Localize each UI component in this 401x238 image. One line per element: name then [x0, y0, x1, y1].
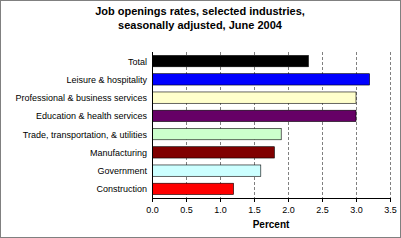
category-label: Trade, transportation, & utilities — [23, 130, 148, 140]
x-axis-label: Percent — [253, 219, 290, 230]
category-label: Government — [97, 166, 147, 176]
chart: Job openings rates, selected industries,… — [0, 0, 401, 238]
category-label: Construction — [96, 184, 147, 194]
bars — [152, 55, 370, 194]
tick-label: 2.5 — [316, 205, 329, 215]
category-label: Professional & business services — [15, 93, 147, 103]
tick-label: 1.5 — [248, 205, 261, 215]
category-label: Education & health services — [36, 111, 148, 121]
category-label: Manufacturing — [90, 148, 147, 158]
tick-label: 2.0 — [282, 205, 295, 215]
bar — [152, 165, 261, 176]
category-label: Leisure & hospitality — [66, 75, 147, 85]
tick-label: 0.0 — [146, 205, 159, 215]
bar — [152, 92, 356, 103]
y-axis — [152, 52, 153, 198]
x-axis — [152, 198, 390, 199]
tick-label: 3.0 — [350, 205, 363, 215]
title: Job openings rates, selected industries, — [95, 5, 305, 17]
tick-label: 1.0 — [214, 205, 227, 215]
bar — [152, 74, 370, 85]
tick-label: 0.5 — [180, 205, 193, 215]
subtitle: seasonally adjusted, June 2004 — [118, 19, 283, 31]
category-label: Total — [128, 57, 147, 67]
grid-line — [390, 52, 391, 198]
bar — [152, 128, 281, 139]
bar — [152, 147, 274, 158]
tick-label: 3.5 — [384, 205, 397, 215]
frame — [1, 1, 401, 238]
bar — [152, 183, 234, 194]
bar — [152, 110, 356, 121]
bar — [152, 55, 308, 66]
tick-mark — [390, 198, 391, 202]
